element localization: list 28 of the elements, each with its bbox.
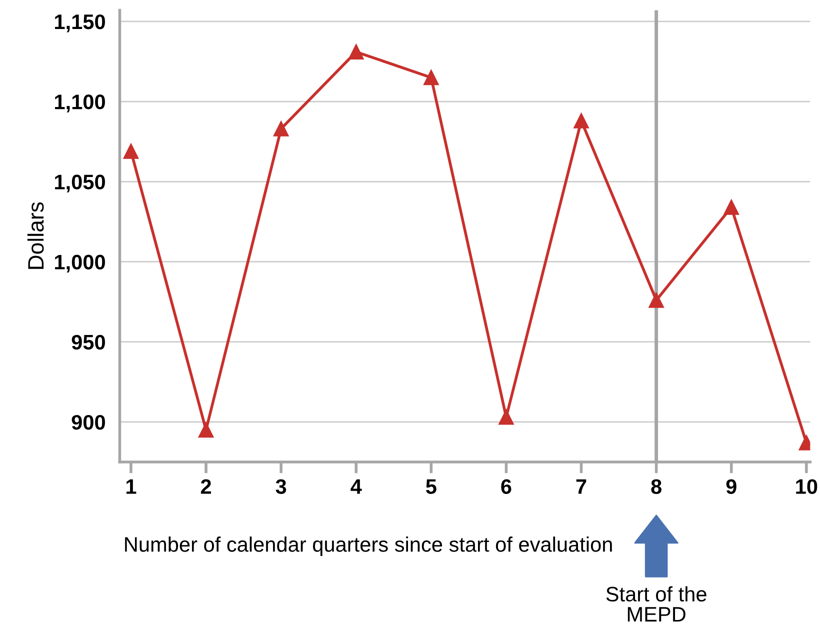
point (198, 422, 214, 438)
x-tick-label: 1 (126, 479, 136, 494)
y-axis-title: Dollars (27, 202, 44, 269)
point (424, 70, 439, 86)
point (648, 292, 664, 308)
x-tick-label: 9 (726, 479, 736, 494)
y-tick-label: 1,150 (55, 14, 105, 32)
x-tick-label: 7 (576, 479, 586, 494)
point (498, 410, 514, 425)
text: Start of the MEPD (606, 586, 706, 622)
point (724, 200, 739, 215)
x-tick-label: 5 (426, 479, 436, 494)
x-axis-title: Number of calendar quarters since start of evaluation (125, 536, 612, 556)
point (273, 121, 289, 136)
y-tick-label: 1,050 (55, 174, 105, 192)
x-tick-label: 8 (651, 479, 662, 494)
y-tick-label: 1,000 (55, 254, 105, 273)
y-tick-label: 1,100 (55, 94, 105, 112)
point (574, 113, 589, 128)
point (348, 44, 364, 60)
x-tick-label: 4 (350, 479, 362, 494)
x-tick-label: 2 (200, 479, 211, 494)
x-tick-label: 6 (501, 479, 512, 494)
y-tick-label: 950 (72, 334, 105, 350)
point (123, 144, 139, 159)
x-tick-label: 3 (276, 479, 286, 494)
y-tick-label: 900 (72, 414, 105, 430)
x-tick-label: 10 (796, 479, 818, 494)
